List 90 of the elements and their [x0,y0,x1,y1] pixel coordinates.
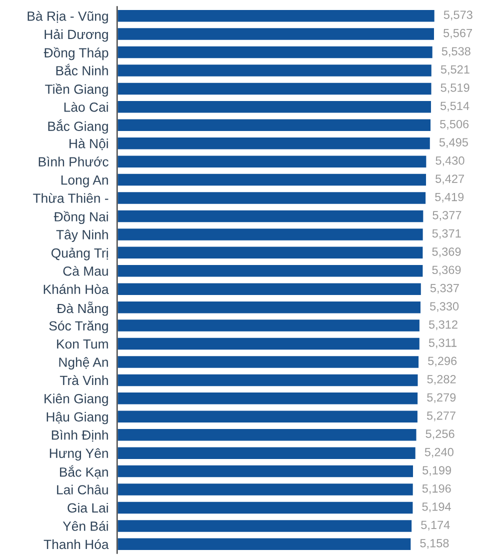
data-label: 5,514 [440,102,470,112]
y-tick-label: Đồng Tháp [44,47,108,60]
y-tick-label: Tây Ninh [56,230,108,242]
y-tick-label: Nghệ An [59,357,108,370]
bar [117,282,422,296]
bar [117,63,433,78]
data-label: 5,311 [428,338,457,348]
bar [117,245,424,260]
y-tick-label: Trà Vinh [60,375,108,386]
y-tick-label: Sóc Trăng [49,320,108,334]
y-tick-label: Lào Cai [64,102,108,112]
y-tick-label: Cà Mau [63,266,108,276]
data-label: 5,567 [444,28,472,39]
bar [117,81,433,96]
bar [117,208,425,224]
bar [117,136,432,151]
data-label: 5,371 [432,229,461,240]
data-label: 5,282 [427,375,456,385]
y-tick-label: Đồng Nai [54,211,108,224]
y-tick-label: Bình Định [52,430,108,442]
y-tick-label: Tiền Giang [45,84,108,97]
bar [117,482,414,497]
data-label: 5,337 [430,284,459,294]
data-label: 5,277 [426,411,456,422]
bar [117,500,414,515]
y-tick-label: Hậu Giang [46,412,108,424]
data-label: 5,196 [422,484,451,494]
bar [117,336,421,352]
data-label: 5,158 [420,538,449,549]
data-label: 5,369 [432,247,461,258]
y-tick-label: Thanh Hóa [44,539,109,550]
y-tick-label: Khánh Hòa [44,284,109,294]
bar [117,100,432,114]
y-tick-label: Quảng Trị [51,248,108,260]
data-label: 5,312 [428,320,458,330]
data-label: 5,174 [421,520,450,531]
data-label: 5,194 [422,502,451,512]
data-label: 5,279 [427,393,456,403]
y-tick-label: Thừa Thiên - [33,193,108,203]
y-tick-label: Kiên Giang [44,394,108,406]
bar [117,372,420,388]
data-label: 5,519 [440,84,470,94]
bar [117,8,436,24]
data-label: 5,377 [432,211,462,221]
y-tick-label: Hưng Yên [50,448,108,461]
bar [117,227,424,242]
bar [117,154,428,169]
bar [117,464,414,479]
bar [117,264,424,278]
bar [117,318,421,333]
data-label: 5,427 [436,174,464,184]
data-label: 5,330 [430,302,459,312]
y-tick-label: Bà Rịa - Vũng [28,10,108,24]
data-label: 5,240 [424,448,454,458]
bar [117,536,412,552]
data-label: 5,296 [428,356,457,367]
bar [117,300,422,315]
data-label: 5,538 [442,47,470,57]
y-tick-label: Bắc Kạn [60,465,108,479]
y-tick-label: Bắc Ninh [56,64,108,76]
bar [117,446,417,460]
y-tick-label: Hà Nội [70,138,108,150]
data-label: 5,430 [436,156,464,166]
data-label: 5,419 [435,192,464,203]
y-tick-label: Bình Phước [38,156,108,166]
bar [117,190,427,206]
data-label: 5,495 [439,138,468,148]
y-tick-label: Hải Dương [44,29,108,42]
bar [117,391,419,406]
data-label: 5,506 [440,120,469,130]
bar [117,45,434,60]
bar [117,354,420,370]
data-label: 5,521 [440,65,470,76]
y-tick-label: Gia Lai [68,502,108,513]
bar [117,26,436,42]
bar [117,172,428,188]
y-tick-label: Lai Châu [57,484,108,494]
y-tick-label: Bắc Giang [48,119,108,134]
bar [117,118,432,132]
y-tick-label: Kon Tum [57,339,108,349]
data-label: 5,573 [444,10,472,20]
data-label: 5,369 [432,266,461,276]
bar [117,518,413,534]
bar [117,409,419,424]
y-tick-label: Đà Nẵng [56,302,108,316]
y-tick-label: Long An [61,176,108,188]
data-label: 5,256 [426,430,454,440]
bar [117,428,418,442]
y-tick-label: Yên Bái [62,521,108,531]
data-label: 5,199 [422,466,452,476]
